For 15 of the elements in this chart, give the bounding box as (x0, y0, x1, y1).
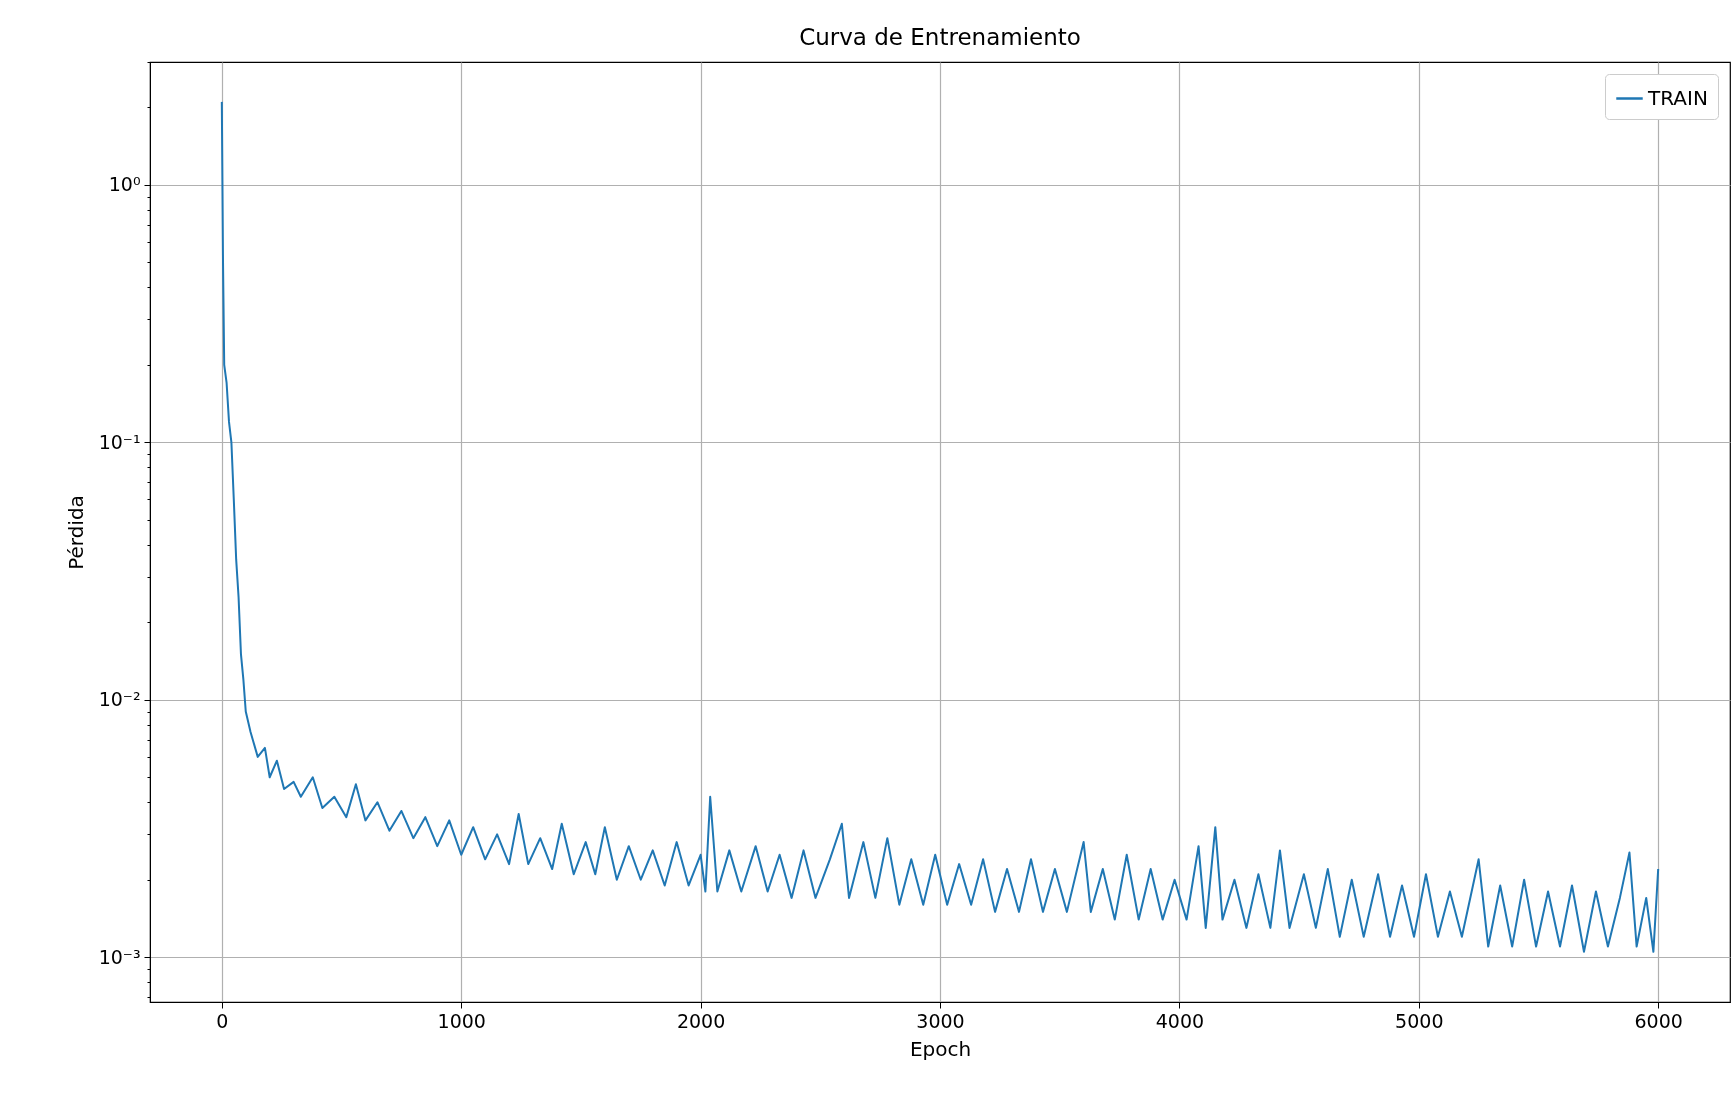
x-tick-label: 2000 (676, 1009, 726, 1032)
x-tick-label: 5000 (1395, 1009, 1444, 1032)
chart-title: Curva de Entrenamiento (799, 23, 1081, 50)
y-tick-label: 10⁻³ (98, 945, 141, 968)
x-tick-label: 6000 (1634, 1009, 1683, 1032)
x-tick-label: 3000 (916, 1009, 965, 1032)
y-tick-label: 10⁻¹ (98, 430, 141, 453)
y-tick-label: 10⁻² (98, 688, 141, 711)
x-axis-title: Epoch (909, 1036, 972, 1061)
x-tick-label: 4000 (1155, 1009, 1205, 1032)
y-axis-title: Pérdida (63, 495, 88, 570)
x-tick-label: 0 (216, 1009, 229, 1032)
y-tick-label: 10⁰ (108, 173, 141, 196)
legend-label: TRAIN (1647, 85, 1708, 110)
x-tick-label: 1000 (437, 1009, 486, 1032)
